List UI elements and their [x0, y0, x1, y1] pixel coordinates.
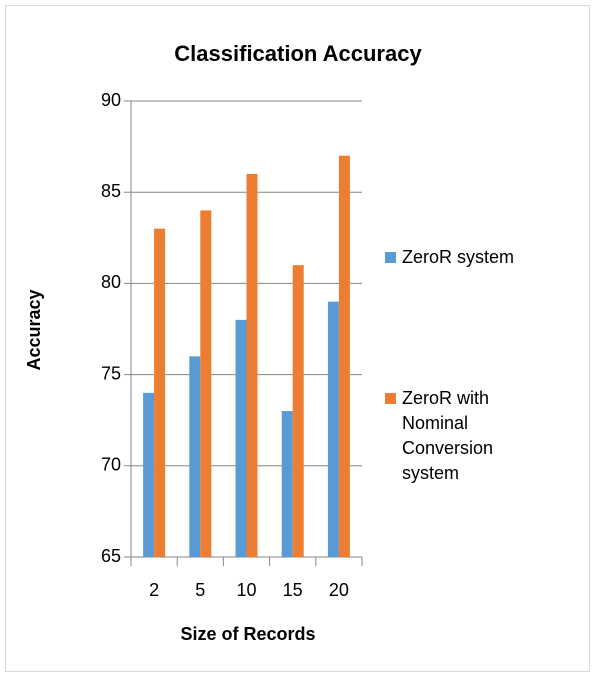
bar — [246, 173, 258, 557]
bar — [338, 155, 350, 557]
legend-swatch — [385, 252, 396, 263]
legend-label: ZeroR system — [402, 247, 515, 267]
bar — [200, 210, 212, 557]
chart-title: Classification Accuracy — [174, 41, 422, 66]
y-tick-label: 85 — [101, 181, 121, 201]
y-tick-label: 65 — [101, 546, 121, 566]
bar — [143, 392, 155, 557]
legend-swatch — [385, 393, 396, 404]
x-tick-label: 5 — [195, 580, 205, 600]
x-tick-label: 15 — [283, 580, 303, 600]
x-axis-title: Size of Records — [180, 624, 315, 644]
x-tick-label: 2 — [149, 580, 159, 600]
legend-item: ZeroR with Nominal Conversion system — [385, 386, 565, 486]
bar — [235, 319, 247, 557]
legend-item: ZeroR system — [385, 245, 565, 270]
bar — [189, 356, 201, 557]
y-axis-title: Accuracy — [24, 289, 44, 370]
y-tick-label: 90 — [101, 90, 121, 110]
y-tick-label: 75 — [101, 363, 121, 383]
bar — [154, 228, 166, 557]
x-tick-label: 10 — [236, 580, 256, 600]
y-tick-label: 70 — [101, 455, 121, 475]
bar — [292, 265, 304, 557]
legend-label: ZeroR with Nominal Conversion system — [402, 388, 494, 483]
bar — [327, 301, 339, 557]
x-tick-label: 20 — [329, 580, 349, 600]
y-tick-label: 80 — [101, 272, 121, 292]
bar — [281, 411, 293, 557]
